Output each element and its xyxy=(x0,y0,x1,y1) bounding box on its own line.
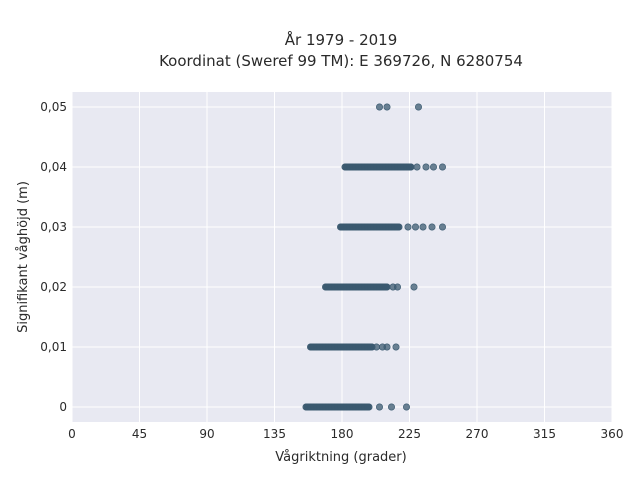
x-tick-label: 0 xyxy=(68,427,76,441)
x-tick-label: 45 xyxy=(132,427,147,441)
data-point xyxy=(438,223,446,231)
data-point xyxy=(387,403,395,411)
data-point xyxy=(414,103,422,111)
data-point xyxy=(372,343,380,351)
x-tick-label: 135 xyxy=(263,427,286,441)
x-tick-label: 225 xyxy=(398,427,421,441)
y-axis-label: Signifikant våghöjd (m) xyxy=(16,181,31,333)
y-tick-labels: 0 0,01 0,02 0,03 0,04 0,05 xyxy=(40,100,67,414)
data-point xyxy=(410,283,418,291)
x-tick-label: 270 xyxy=(466,427,489,441)
x-tick-label: 90 xyxy=(199,427,214,441)
data-point xyxy=(419,223,427,231)
data-point xyxy=(395,223,403,231)
data-point xyxy=(402,403,410,411)
chart-title: År 1979 - 2019 xyxy=(285,30,398,49)
y-tick-label: 0,01 xyxy=(40,340,67,354)
x-tick-label: 315 xyxy=(533,427,556,441)
data-point xyxy=(383,343,391,351)
y-tick-label: 0,04 xyxy=(40,160,67,174)
x-axis-label: Vågriktning (grader) xyxy=(275,450,406,465)
data-point xyxy=(392,343,400,351)
data-point xyxy=(393,283,401,291)
data-point xyxy=(375,103,383,111)
x-tick-label: 360 xyxy=(601,427,624,441)
data-point xyxy=(407,163,415,171)
data-point xyxy=(428,223,436,231)
data-point xyxy=(422,163,430,171)
data-point xyxy=(375,403,383,411)
data-points xyxy=(302,103,446,411)
data-point xyxy=(404,223,412,231)
y-tick-label: 0,05 xyxy=(40,100,67,114)
x-tick-label: 180 xyxy=(331,427,354,441)
y-tick-label: 0,03 xyxy=(40,220,67,234)
data-point xyxy=(365,403,373,411)
chart-subtitle: Koordinat (Sweref 99 TM): E 369726, N 62… xyxy=(159,52,523,70)
data-point xyxy=(429,163,437,171)
data-point xyxy=(413,163,421,171)
y-tick-label: 0,02 xyxy=(40,280,67,294)
data-point xyxy=(383,103,391,111)
data-point xyxy=(383,283,391,291)
y-tick-label: 0 xyxy=(59,400,67,414)
data-point xyxy=(411,223,419,231)
data-point xyxy=(438,163,446,171)
x-tick-labels: 0 45 90 135 180 225 270 315 360 xyxy=(68,427,623,441)
